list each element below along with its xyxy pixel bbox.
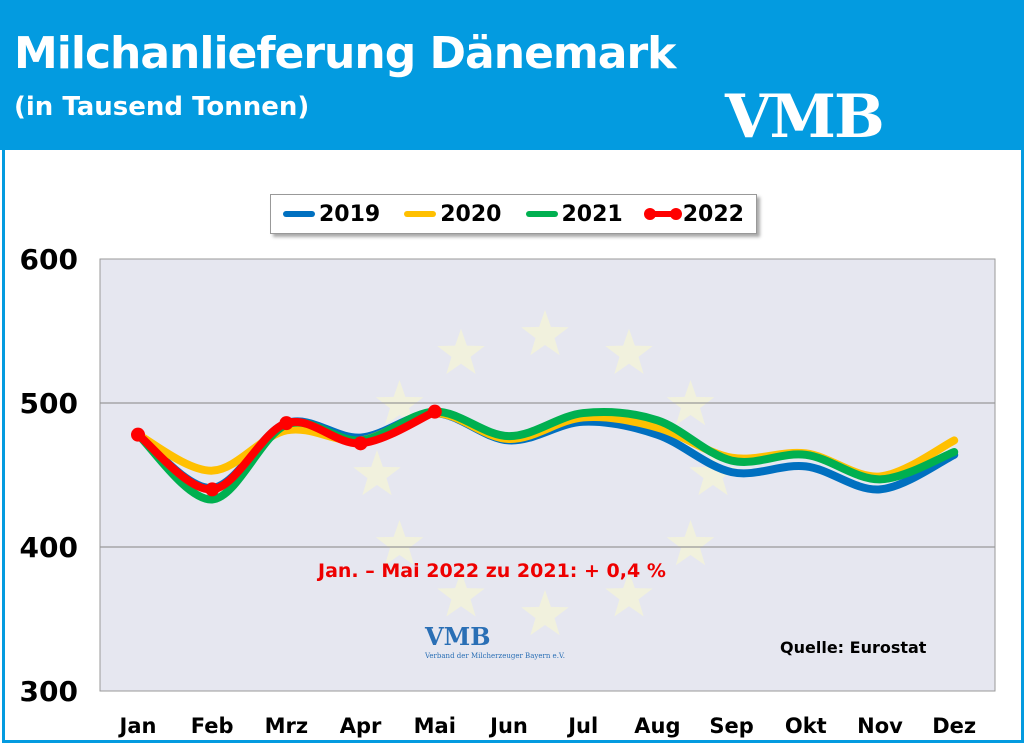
page-title: Milchanlieferung Dänemark xyxy=(14,28,676,79)
eu-star xyxy=(605,328,653,374)
x-tick-label: Mrz xyxy=(265,714,308,738)
page-subtitle: (in Tausend Tonnen) xyxy=(14,92,310,122)
y-tick-label: 600 xyxy=(20,243,78,276)
legend-swatch xyxy=(643,208,682,220)
data-point-2022 xyxy=(205,482,220,497)
legend-label: 2022 xyxy=(682,201,744,227)
watermark-logo: VMB xyxy=(425,622,491,651)
legend-label: 2019 xyxy=(319,201,381,227)
legend-item-2020: 2020 xyxy=(404,202,501,227)
eu-star xyxy=(437,571,485,617)
data-point-2022 xyxy=(427,404,442,419)
legend-item-2021: 2021 xyxy=(525,201,623,227)
y-tick-label: 400 xyxy=(20,531,78,564)
eu-star xyxy=(689,450,737,496)
annotation: Jan. – Mai 2022 zu 2021: + 0,4 % xyxy=(318,560,666,582)
x-tick-label: Okt xyxy=(785,714,827,738)
eu-star xyxy=(521,310,569,356)
x-tick-label: Sep xyxy=(709,714,753,738)
x-tick-label: Feb xyxy=(191,714,234,738)
x-tick-label: Jun xyxy=(488,714,528,738)
data-point-2022 xyxy=(279,416,294,431)
x-tick-label: Apr xyxy=(340,714,382,738)
source-label: Quelle: Eurostat xyxy=(780,638,927,657)
x-tick-label: Jan xyxy=(118,714,157,738)
data-point-2022 xyxy=(353,436,368,451)
eu-star xyxy=(666,520,715,566)
eu-star xyxy=(605,571,653,617)
legend-swatch xyxy=(283,211,315,217)
legend-swatch xyxy=(525,211,558,217)
y-tick-label: 500 xyxy=(20,387,78,420)
legend: 2019 2020 2021 2022 xyxy=(270,194,757,234)
x-tick-label: Dez xyxy=(932,714,976,738)
legend-item-2019: 2019 xyxy=(283,202,380,227)
x-tick-label: Jul xyxy=(566,714,598,738)
eu-star xyxy=(521,590,569,636)
legend-label: 2021 xyxy=(561,201,623,227)
x-tick-label: Nov xyxy=(857,714,903,738)
watermark-text: Verband der Milcherzeuger Bayern e.V. xyxy=(425,652,565,660)
eu-star xyxy=(375,520,424,566)
data-point-2022 xyxy=(131,427,145,442)
eu-star xyxy=(353,450,401,496)
x-tick-label: Aug xyxy=(634,714,680,738)
legend-label: 2020 xyxy=(440,201,502,227)
legend-item-2022: 2022 xyxy=(643,201,744,227)
x-tick-label: Mai xyxy=(414,714,456,738)
legend-swatch xyxy=(404,211,437,217)
vmb-logo: VMB xyxy=(725,82,885,152)
header: Milchanlieferung Dänemark (in Tausend To… xyxy=(0,0,1024,152)
eu-star xyxy=(437,328,485,374)
y-tick-label: 300 xyxy=(20,675,78,708)
